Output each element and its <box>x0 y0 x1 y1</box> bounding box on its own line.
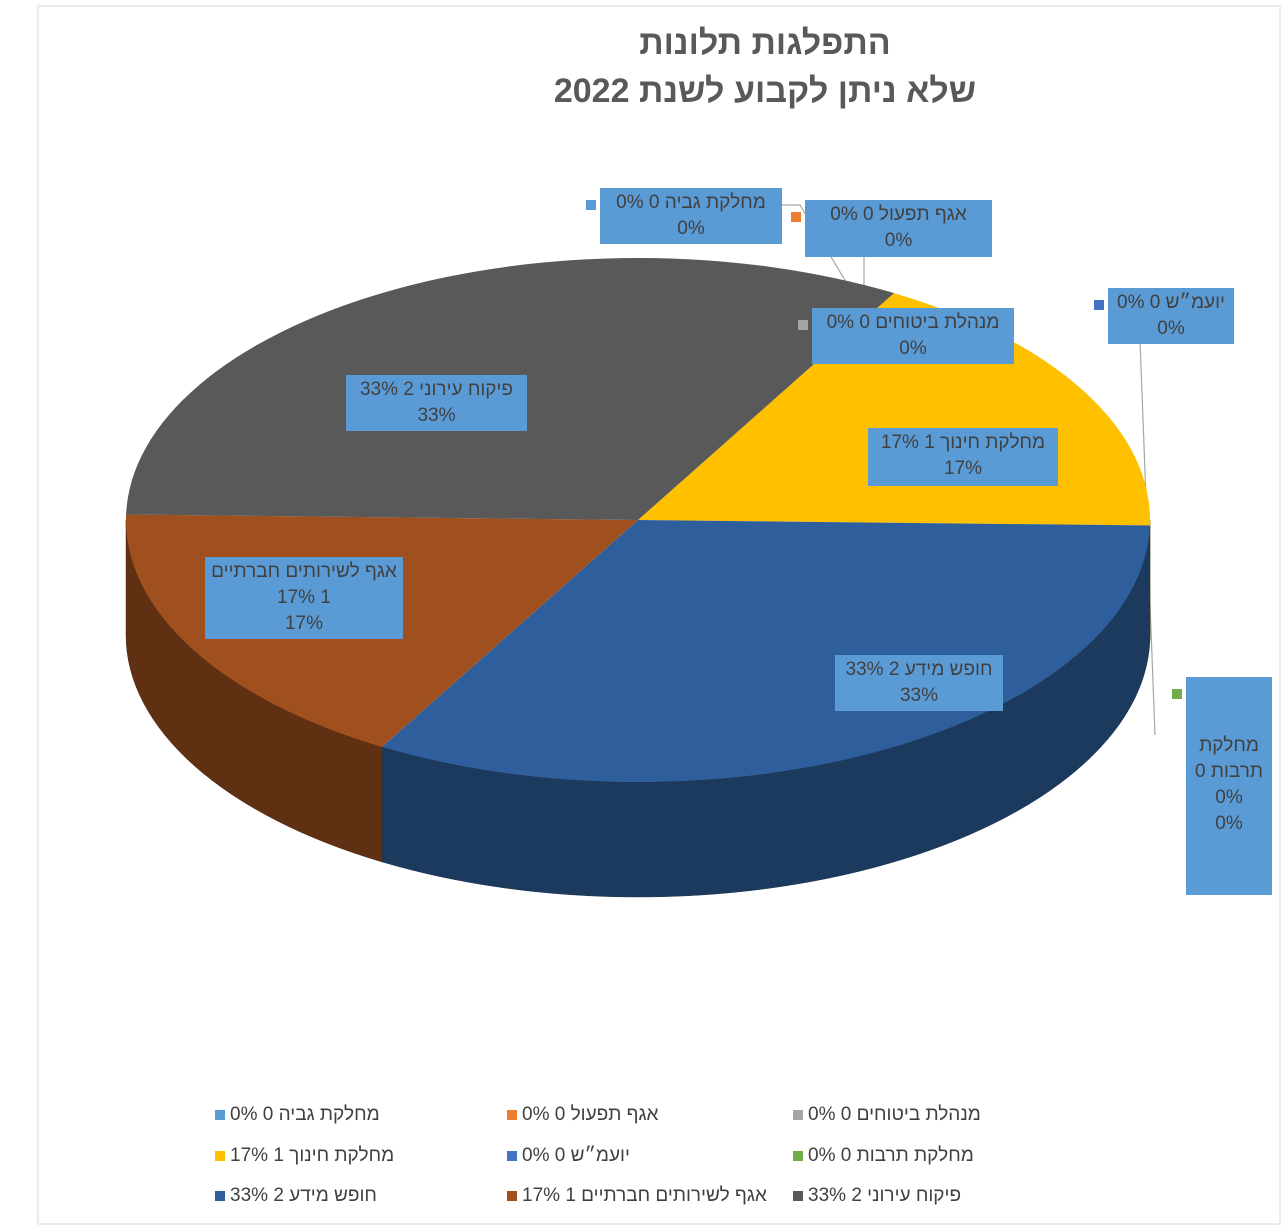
data-label-value: 17% <box>284 613 324 634</box>
legend-item: אגף תפעול 0 0% <box>507 1104 658 1126</box>
data-label-category: מחלקת גביה 0 0% <box>616 192 766 213</box>
legend-label: אגף תפעול 0 0% <box>522 1104 659 1125</box>
data-label-category: מחלקת תרבות 0 0% <box>1195 735 1263 808</box>
data-label-category: מחלקת חינוך 1 17% <box>880 432 1046 453</box>
data-label-value: 33% <box>417 405 456 426</box>
legend-label: חופש מידע 2 33% <box>230 1185 377 1206</box>
data-label-category: פיקוח עירוני 2 33% <box>359 379 514 400</box>
data-label: מחלקת גביה 0 0% 0% <box>600 188 782 244</box>
legend-item: מחלקת גביה 0 0% <box>215 1104 380 1126</box>
data-label: אגף תפעול 0 0% 0% <box>805 200 992 257</box>
legend-item: מנהלת ביטוחים 0 0% <box>793 1104 981 1126</box>
data-label-value: 0% <box>899 338 927 359</box>
data-label-marker <box>191 569 201 579</box>
data-label-marker <box>332 387 342 397</box>
data-label-marker <box>798 320 808 330</box>
legend-item: אגף לשירותים חברתיים 1 17% <box>507 1185 767 1207</box>
data-label-value: 0% <box>677 218 705 239</box>
data-label: מחלקת תרבות 0 0% 0% <box>1186 677 1272 895</box>
legend-label: אגף לשירותים חברתיים 1 17% <box>522 1185 767 1206</box>
data-label-category: יועמ״ש 0 0% <box>1117 292 1225 313</box>
legend-item: פיקוח עירוני 2 33% <box>793 1185 961 1207</box>
legend-label: פיקוח עירוני 2 33% <box>808 1185 962 1206</box>
legend-marker <box>507 1110 517 1120</box>
data-label-value: 0% <box>1215 813 1243 834</box>
legend-marker <box>793 1110 803 1120</box>
legend-marker <box>215 1151 225 1161</box>
data-label-marker <box>1172 689 1182 699</box>
legend-item: מחלקת תרבות 0 0% <box>793 1145 974 1167</box>
data-label-category: חופש מידע 2 33% <box>845 659 993 680</box>
chart-border <box>37 5 1281 1225</box>
data-label: מחלקת חינוך 1 17% 17% <box>868 428 1058 486</box>
data-label-category: אגף לשירותים חברתיים 1 17% <box>211 561 397 608</box>
data-label-category: אגף תפעול 0 0% <box>830 204 967 225</box>
data-label-value: 0% <box>1157 318 1185 339</box>
legend-label: מחלקת תרבות 0 0% <box>808 1145 974 1166</box>
legend-marker <box>793 1191 803 1201</box>
leader-line <box>782 204 865 313</box>
data-label-value: 0% <box>884 230 913 251</box>
data-label-marker <box>791 212 801 222</box>
legend-item: יועמ״ש 0 0% <box>507 1145 630 1167</box>
chart-title: שלא ניתן לקבוע לשנת 2022 <box>554 72 976 110</box>
legend-label: מחלקת גביה 0 0% <box>230 1104 380 1125</box>
data-label-marker <box>586 200 596 210</box>
data-label-category: מנהלת ביטוחים 0 0% <box>826 312 1000 333</box>
legend-label: מנהלת ביטוחים 0 0% <box>808 1104 981 1125</box>
legend-item: מחלקת חינוך 1 17% <box>215 1145 394 1167</box>
data-label-marker <box>821 667 831 677</box>
data-label: פיקוח עירוני 2 33% 33% <box>346 375 527 431</box>
legend-label: מחלקת חינוך 1 17% <box>230 1145 395 1166</box>
data-label-value: 33% <box>899 685 939 706</box>
legend-marker <box>507 1151 517 1161</box>
data-label-value: 17% <box>943 458 983 479</box>
data-label: אגף לשירותים חברתיים 1 17% 17% <box>205 557 403 639</box>
data-label-marker <box>854 440 864 450</box>
legend-item: חופש מידע 2 33% <box>215 1185 377 1207</box>
legend-marker <box>215 1110 225 1120</box>
data-label-marker <box>1094 300 1104 310</box>
pie-slice <box>382 520 1150 782</box>
chart-title: התפלגות תלונות <box>639 24 890 62</box>
legend-marker <box>507 1191 517 1201</box>
data-label: יועמ״ש 0 0% 0% <box>1108 288 1234 344</box>
data-label: מנהלת ביטוחים 0 0% 0% <box>812 308 1014 364</box>
data-label: חופש מידע 2 33% 33% <box>835 655 1003 711</box>
legend-marker <box>215 1191 225 1201</box>
legend-label: יועמ״ש 0 0% <box>522 1145 630 1166</box>
legend-marker <box>793 1151 803 1161</box>
